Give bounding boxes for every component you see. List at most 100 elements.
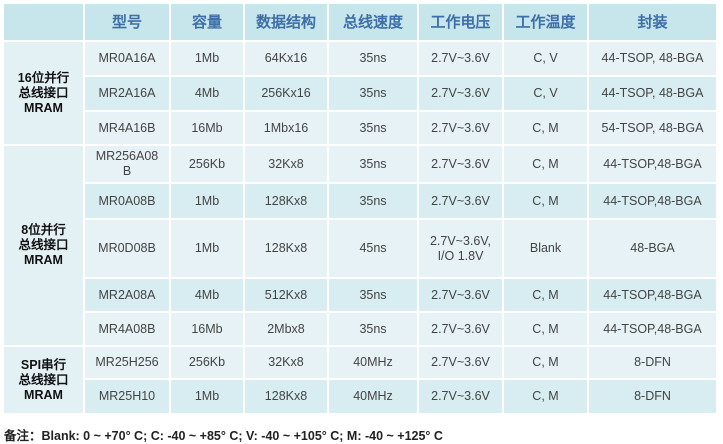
table-cell: 4Mb xyxy=(171,279,243,311)
table-cell: 2.7V~3.6V xyxy=(419,146,502,182)
table-cell: 40MHz xyxy=(329,380,417,413)
table-cell: 44-TSOP,48-BGA xyxy=(589,313,716,345)
table-cell: 2.7V~3.6V xyxy=(419,313,502,345)
table-cell: C, M xyxy=(504,347,587,378)
group-label-line: 总线接口 xyxy=(18,85,69,100)
group-label: 8位并行 总线接口 MRAM xyxy=(4,146,83,345)
table-cell: 1Mbx16 xyxy=(245,112,327,144)
table-cell: 44-TSOP,48-BGA xyxy=(589,184,716,218)
column-header: 工作电压 xyxy=(419,4,502,40)
table-cell: C, V xyxy=(504,77,587,110)
table-cell: 512Kx8 xyxy=(245,279,327,311)
group-label-line: MRAM xyxy=(24,100,63,115)
group-label-line: 8位并行 xyxy=(21,223,66,237)
table-cell: C, M xyxy=(504,184,587,218)
table-cell: MR25H10 xyxy=(85,380,169,413)
table-cell: 128Kx8 xyxy=(245,220,327,277)
table-cell: 8-DFN xyxy=(589,347,716,378)
table-cell: 8-DFN xyxy=(589,380,716,413)
table-cell: C, M xyxy=(504,279,587,311)
table-cell: 44-TSOP, 48-BGA xyxy=(589,42,716,75)
column-header: 总线速度 xyxy=(329,4,417,40)
table-cell: 2.7V~3.6V xyxy=(419,279,502,311)
table-cell: 1Mb xyxy=(171,42,243,75)
table-row: MR0A08B 1Mb 128Kx8 35ns 2.7V~3.6V C, M 44-TSOP… xyxy=(4,184,716,218)
table-cell: 45ns xyxy=(329,220,417,277)
mram-spec-table: 型号 容量 数据结构 总线速度 工作电压 工作温度 封装 16位并行 总线接口 MRAM MR0A… xyxy=(2,2,718,415)
table-row: SPI串行 总线接口 MRAM MR25H256 256Kb 32Kx8 40MHz 2.7V… xyxy=(4,347,716,413)
table-cell: MR25H256 xyxy=(85,347,169,378)
group-label: 16位并行 总线接口 MRAM xyxy=(4,42,83,144)
table-row: 8位并行 总线接口 MRAM MR256A08 B 256Kb 32Kx8 35ns 2.7V… xyxy=(4,146,716,345)
table-cell: 128Kx8 xyxy=(245,184,327,218)
table-cell: 2.7V~3.6V xyxy=(419,347,502,378)
table-cell: 2.7V~3.6V xyxy=(419,112,502,144)
table-cell: MR4A08B xyxy=(85,313,169,345)
table-cell: 256Kb xyxy=(171,146,243,182)
table-cell: 2.7V~3.6V xyxy=(419,184,502,218)
table-cell: 16Mb xyxy=(171,313,243,345)
table-cell: MR0A08B xyxy=(85,184,169,218)
column-header: 工作温度 xyxy=(504,4,587,40)
group-label-line: 总线接口 xyxy=(18,238,69,252)
table-cell: C, M xyxy=(504,313,587,345)
column-header: 容量 xyxy=(171,4,243,40)
table-cell: 44-TSOP,48-BGA xyxy=(589,146,716,182)
table-cell: 2.7V~3.6V xyxy=(419,77,502,110)
table-cell: 256Kx16 xyxy=(245,77,327,110)
group-label-line: MRAM xyxy=(24,387,63,402)
table-cell: 54-TSOP, 48-BGA xyxy=(589,112,716,144)
table-cell: 64Kx16 xyxy=(245,42,327,75)
table-cell: 35ns xyxy=(329,112,417,144)
table-cell: 1Mb xyxy=(171,220,243,277)
column-header: 数据结构 xyxy=(245,4,327,40)
table-cell: 32Kx8 xyxy=(245,347,327,378)
table-cell: Blank xyxy=(504,220,587,277)
table-cell: 35ns xyxy=(329,146,417,182)
table-cell: C, V xyxy=(504,42,587,75)
header-row: 型号 容量 数据结构 总线速度 工作电压 工作温度 封装 xyxy=(4,4,716,40)
table-cell: 256Kb xyxy=(171,347,243,378)
table-cell: 2.7V~3.6V, I/O 1.8V xyxy=(419,220,502,277)
table-cell: MR2A08A xyxy=(85,279,169,311)
table-cell: 44-TSOP,48-BGA xyxy=(589,279,716,311)
table-row: MR2A08A 4Mb 512Kx8 35ns 2.7V~3.6V C, M 44-TSOP… xyxy=(4,279,716,311)
table-row: 16位并行 总线接口 MRAM MR0A16A 1Mb 64Kx16 35ns 2.7V~3.… xyxy=(4,42,716,144)
group-label-line: 16位并行 xyxy=(17,70,70,85)
footnote: 备注：Blank: 0 ~ +70° C; C: -40 ~ +85° C; V… xyxy=(4,429,443,443)
table-row: MR4A08B 16Mb 2Mbx8 35ns 2.7V~3.6V C, M 44-TSOP… xyxy=(4,313,716,345)
group-label-line: SPI串行 xyxy=(20,357,67,372)
table-cell: 1Mb xyxy=(171,184,243,218)
table-cell: MR0D08B xyxy=(85,220,169,277)
table-cell: 16Mb xyxy=(171,112,243,144)
table-row: MR25H10 1Mb 128Kx8 40MHz 2.7V~3.6V C, M 8-DFN xyxy=(4,380,716,413)
table-cell: C, M xyxy=(504,112,587,144)
table-cell: MR0A16A xyxy=(85,42,169,75)
group-label-line: 总线接口 xyxy=(18,372,69,387)
table-cell: MR2A16A xyxy=(85,77,169,110)
table-cell: 35ns xyxy=(329,42,417,75)
table-row: MR0D08B 1Mb 128Kx8 45ns 2.7V~3.6V, I/O 1.8V B… xyxy=(4,220,716,277)
table-cell: 1Mb xyxy=(171,380,243,413)
table-cell: 2Mbx8 xyxy=(245,313,327,345)
table-cell: 35ns xyxy=(329,77,417,110)
table-cell: 35ns xyxy=(329,313,417,345)
table-cell: 35ns xyxy=(329,184,417,218)
table-cell: 4Mb xyxy=(171,77,243,110)
table-row: MR4A16B 16Mb 1Mbx16 35ns 2.7V~3.6V C, M 54-TSO… xyxy=(4,112,716,144)
group-label-line: MRAM xyxy=(24,253,63,267)
column-header: 型号 xyxy=(85,4,169,40)
table-row: MR2A16A 4Mb 256Kx16 35ns 2.7V~3.6V C, V 44-TSO… xyxy=(4,77,716,110)
table-cell: 48-BGA xyxy=(589,220,716,277)
column-header xyxy=(4,4,83,40)
group-label: SPI串行 总线接口 MRAM xyxy=(4,347,83,413)
table-cell: C, M xyxy=(504,146,587,182)
table-cell: MR256A08 B xyxy=(85,146,169,182)
table-cell: MR4A16B xyxy=(85,112,169,144)
column-header: 封装 xyxy=(589,4,716,40)
table-cell: C, M xyxy=(504,380,587,413)
table-cell: 2.7V~3.6V xyxy=(419,380,502,413)
table-cell: 32Kx8 xyxy=(245,146,327,182)
table-cell: 44-TSOP, 48-BGA xyxy=(589,77,716,110)
table-cell: 128Kx8 xyxy=(245,380,327,413)
